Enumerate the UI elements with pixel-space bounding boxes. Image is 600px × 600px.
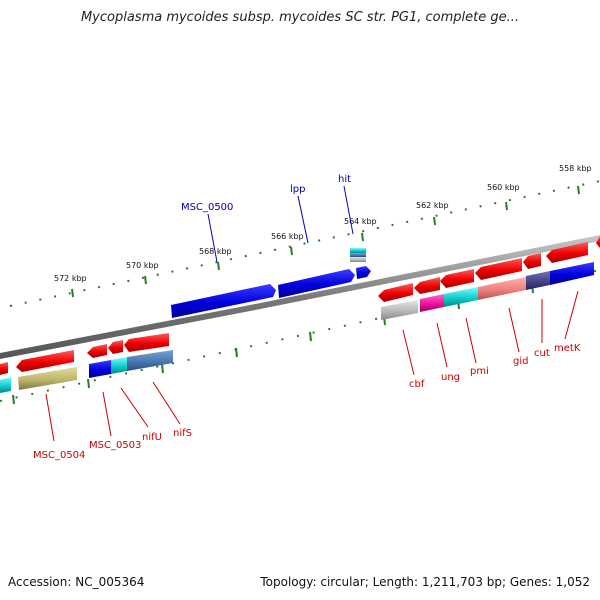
kbp-label: 572 kbp bbox=[54, 274, 87, 283]
gene-label-msc-0503: MSC_0503 bbox=[89, 440, 141, 451]
bottom-gene-labels: MSC_0504 MSC_0503 nifU nifS cbf ung pmi … bbox=[33, 343, 581, 461]
reverse-genes-left bbox=[0, 333, 173, 393]
outer-tick-row bbox=[9, 180, 600, 307]
gene-hit-segment-gray bbox=[350, 257, 366, 262]
gene-metk bbox=[550, 262, 594, 285]
gene-hit bbox=[356, 266, 371, 279]
gene-gid-red bbox=[475, 258, 522, 280]
gene-cbf bbox=[381, 300, 418, 320]
gene-hit-segment-cyan bbox=[350, 248, 366, 253]
gene-gid bbox=[478, 277, 526, 300]
kbp-label: 560 kbp bbox=[487, 183, 520, 192]
gene-label-lpp: lpp bbox=[290, 184, 305, 195]
gene-lpp bbox=[278, 269, 355, 298]
genome-backbone bbox=[0, 235, 600, 359]
gene-label-pmi: pmi bbox=[470, 366, 489, 377]
gene-msc-0503 bbox=[89, 360, 111, 378]
gene-left-edge-b bbox=[0, 377, 11, 393]
kbp-label: 562 kbp bbox=[416, 201, 449, 210]
kbp-label: 566 kbp bbox=[271, 232, 304, 241]
gene-label-hit: hit bbox=[338, 174, 351, 185]
kbp-label: 564 kbp bbox=[344, 217, 377, 226]
gene-msc-0504-red bbox=[16, 350, 74, 372]
kbp-label: 558 kbp bbox=[559, 164, 592, 173]
gene-cbf-red bbox=[378, 283, 413, 302]
gene-label-cbf: cbf bbox=[409, 379, 425, 390]
gene-label-msc-0504: MSC_0504 bbox=[33, 450, 85, 461]
gene-right-edge bbox=[596, 236, 600, 248]
gene-cut-red bbox=[523, 253, 541, 269]
gene-ung-red bbox=[414, 277, 440, 294]
gene-metk-red bbox=[546, 242, 588, 263]
bottom-label-connectors bbox=[45, 290, 579, 442]
gene-label-gid: gid bbox=[513, 356, 528, 367]
gene-label-nifs: nifS bbox=[173, 428, 192, 439]
gene-label-nifu: nifU bbox=[142, 432, 162, 443]
gene-hit-segment-steel bbox=[350, 253, 366, 257]
top-gene-labels: MSC_0500 lpp hit bbox=[181, 174, 351, 213]
accession-label: Accession: NC_005364 bbox=[8, 575, 145, 589]
top-label-connectors bbox=[207, 185, 354, 263]
gene-msc-0504 bbox=[18, 367, 77, 390]
map-title: Mycoplasma mycoides subsp. mycoides SC s… bbox=[80, 10, 520, 25]
gene-msc-0500 bbox=[171, 284, 276, 318]
gene-cut bbox=[526, 271, 550, 290]
forward-genes bbox=[171, 248, 371, 318]
gene-label-cut: cut bbox=[534, 348, 550, 359]
topology-summary: Topology: circular; Length: 1,211,703 bp… bbox=[260, 575, 590, 589]
reverse-genes-right bbox=[378, 236, 600, 320]
gene-nifs bbox=[127, 350, 173, 371]
gene-pmi bbox=[444, 287, 478, 307]
gene-ung bbox=[420, 294, 444, 312]
gene-label-ung: ung bbox=[441, 372, 460, 383]
gene-msc-0503-red-b bbox=[108, 340, 123, 354]
gene-nif-red bbox=[124, 333, 169, 352]
gene-nifu bbox=[111, 357, 127, 374]
gene-label-msc-0500: MSC_0500 bbox=[181, 202, 233, 213]
gene-left-edge-a bbox=[0, 362, 8, 375]
gene-label-metk: metK bbox=[554, 343, 581, 354]
kbp-label: 570 kbp bbox=[126, 261, 159, 270]
gene-msc-0503-red-a bbox=[87, 344, 107, 358]
outer-major-ticks bbox=[71, 185, 580, 298]
gene-pmi-red bbox=[440, 269, 474, 288]
